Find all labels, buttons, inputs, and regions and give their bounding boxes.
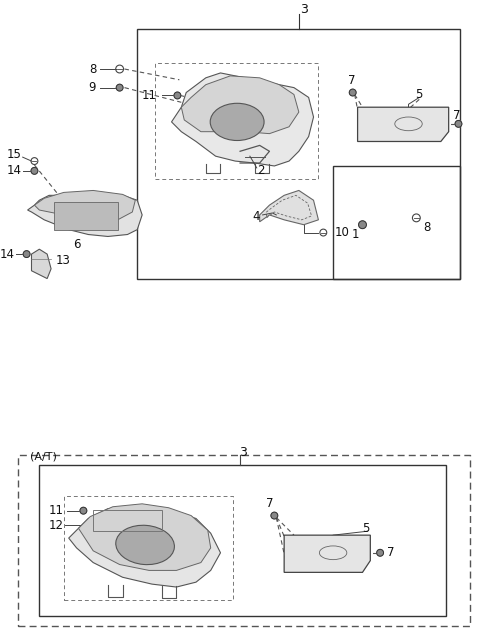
Text: 15: 15	[7, 148, 22, 161]
Polygon shape	[27, 192, 142, 237]
Polygon shape	[171, 73, 313, 166]
Polygon shape	[79, 504, 211, 570]
Bar	[93, 510, 162, 531]
Polygon shape	[358, 107, 449, 141]
Text: 8: 8	[89, 62, 96, 75]
Polygon shape	[260, 190, 318, 224]
Circle shape	[271, 512, 278, 519]
Text: 10: 10	[335, 226, 350, 239]
Text: 7: 7	[387, 547, 395, 559]
Circle shape	[359, 221, 366, 229]
Text: (A/T): (A/T)	[30, 452, 57, 462]
Circle shape	[377, 549, 384, 556]
Circle shape	[23, 251, 30, 258]
Text: 12: 12	[49, 519, 64, 532]
Polygon shape	[32, 249, 51, 278]
Polygon shape	[69, 506, 220, 587]
Text: 8: 8	[423, 221, 431, 234]
Bar	[333, 166, 460, 278]
Text: 9: 9	[89, 81, 96, 94]
Text: 2: 2	[257, 165, 264, 177]
Text: 11: 11	[142, 89, 157, 102]
Ellipse shape	[210, 104, 264, 141]
Circle shape	[455, 120, 462, 127]
Text: 14: 14	[0, 248, 15, 260]
Polygon shape	[35, 190, 135, 220]
Text: 7: 7	[266, 497, 273, 511]
Bar	[54, 202, 118, 230]
Text: 7: 7	[453, 109, 460, 122]
Text: 3: 3	[239, 446, 247, 459]
Text: 4: 4	[253, 210, 260, 223]
Ellipse shape	[116, 525, 174, 565]
Bar	[137, 29, 460, 278]
Text: 1: 1	[352, 228, 360, 241]
Text: 3: 3	[300, 3, 308, 16]
Text: 11: 11	[49, 504, 64, 517]
Bar	[39, 465, 446, 617]
Polygon shape	[181, 76, 299, 134]
Circle shape	[174, 92, 181, 99]
Text: 5: 5	[362, 521, 370, 535]
Text: 7: 7	[348, 75, 355, 87]
Polygon shape	[284, 535, 371, 572]
Text: 13: 13	[56, 255, 71, 267]
Text: 6: 6	[73, 238, 80, 251]
Text: 5: 5	[416, 88, 423, 101]
Circle shape	[80, 507, 87, 514]
Circle shape	[116, 84, 123, 91]
Circle shape	[31, 167, 38, 174]
Circle shape	[349, 89, 356, 96]
Text: 14: 14	[7, 165, 22, 177]
